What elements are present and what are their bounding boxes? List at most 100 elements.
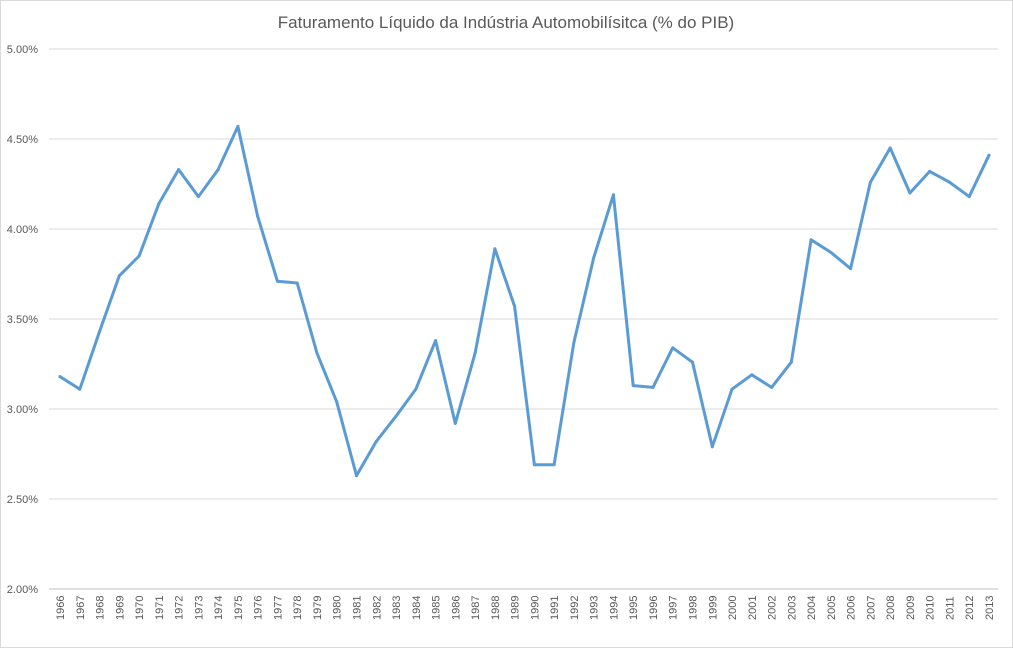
data-point bbox=[770, 385, 774, 389]
y-tick-label: 3.50% bbox=[7, 314, 38, 326]
x-tick-label: 1969 bbox=[114, 596, 126, 620]
gridlines bbox=[49, 48, 998, 500]
x-tick-label: 1995 bbox=[628, 596, 640, 620]
data-point bbox=[137, 254, 141, 258]
x-tick-label: 1989 bbox=[510, 596, 522, 620]
data-point bbox=[552, 463, 556, 467]
x-tick-label: 2003 bbox=[786, 596, 798, 620]
data-point bbox=[117, 274, 121, 278]
x-tick-label: 1991 bbox=[549, 596, 561, 620]
data-point bbox=[829, 250, 833, 254]
x-tick-label: 1976 bbox=[253, 596, 265, 620]
x-tick-label: 2005 bbox=[826, 596, 838, 620]
x-tick-label: 1992 bbox=[569, 596, 581, 620]
data-point bbox=[513, 304, 517, 308]
x-tick-label: 2001 bbox=[747, 596, 759, 620]
data-point bbox=[473, 351, 477, 355]
data-point bbox=[374, 439, 378, 443]
x-tick-label: 1984 bbox=[411, 596, 423, 620]
x-tick-label: 2004 bbox=[806, 596, 818, 620]
data-point bbox=[868, 180, 872, 184]
x-tick-label: 2010 bbox=[925, 596, 937, 620]
y-tick-label: 2.00% bbox=[7, 584, 38, 596]
x-tick-label: 1985 bbox=[431, 596, 443, 620]
x-tick-label: 1980 bbox=[332, 596, 344, 620]
data-point bbox=[58, 375, 62, 379]
data-point bbox=[651, 385, 655, 389]
data-point bbox=[888, 146, 892, 150]
x-tick-label: 1978 bbox=[292, 596, 304, 620]
data-point bbox=[414, 387, 418, 391]
data-point bbox=[354, 474, 358, 478]
data-point bbox=[315, 351, 319, 355]
y-axis-ticks: 2.00% 2.50% 3.00% 3.50% 4.00% 4.50% 5.00% bbox=[7, 44, 38, 596]
x-tick-label: 1970 bbox=[134, 596, 146, 620]
x-tick-label: 1974 bbox=[213, 596, 225, 620]
data-point bbox=[987, 153, 991, 157]
x-tick-label: 2002 bbox=[767, 596, 779, 620]
x-tick-label: 1973 bbox=[193, 596, 205, 620]
y-tick-label: 4.00% bbox=[7, 224, 38, 236]
data-point bbox=[394, 414, 398, 418]
x-tick-label: 2006 bbox=[846, 596, 858, 620]
y-tick-label: 3.00% bbox=[7, 404, 38, 416]
data-point bbox=[216, 168, 220, 172]
data-point bbox=[928, 169, 932, 173]
data-point bbox=[98, 330, 102, 334]
data-point bbox=[256, 214, 260, 218]
data-point bbox=[750, 373, 754, 377]
data-point bbox=[335, 400, 339, 404]
x-tick-label: 2007 bbox=[865, 596, 877, 620]
data-point bbox=[947, 180, 951, 184]
x-tick-label: 1977 bbox=[272, 596, 284, 620]
x-tick-label: 2012 bbox=[964, 596, 976, 620]
x-tick-label: 1967 bbox=[75, 596, 87, 620]
data-point bbox=[493, 247, 497, 251]
x-tick-label: 2009 bbox=[905, 596, 917, 620]
x-tick-label: 1982 bbox=[371, 596, 383, 620]
x-tick-label: 1971 bbox=[154, 596, 166, 620]
y-tick-label: 4.50% bbox=[7, 134, 38, 146]
x-tick-label: 2000 bbox=[727, 596, 739, 620]
x-tick-label: 1994 bbox=[608, 596, 620, 620]
data-point bbox=[809, 238, 813, 242]
x-tick-label: 1968 bbox=[95, 596, 107, 620]
x-tick-label: 1987 bbox=[470, 596, 482, 620]
x-tick-label: 1997 bbox=[668, 596, 680, 620]
data-point bbox=[849, 267, 853, 271]
data-point bbox=[730, 387, 734, 391]
x-tick-label: 1966 bbox=[55, 596, 67, 620]
x-tick-label: 1988 bbox=[490, 596, 502, 620]
data-point bbox=[710, 445, 714, 449]
x-tick-label: 1979 bbox=[312, 596, 324, 620]
data-point bbox=[592, 256, 596, 260]
x-tick-label: 1975 bbox=[233, 596, 245, 620]
chart-title: Faturamento Líquido da Indústria Automob… bbox=[278, 13, 734, 32]
data-point bbox=[196, 195, 200, 199]
data-point bbox=[434, 339, 438, 343]
data-point bbox=[295, 281, 299, 285]
x-tick-label: 1981 bbox=[351, 596, 363, 620]
x-tick-label: 2011 bbox=[944, 596, 956, 620]
x-tick-label: 1996 bbox=[648, 596, 660, 620]
data-point bbox=[572, 340, 576, 344]
data-point bbox=[275, 279, 279, 283]
data-point bbox=[908, 191, 912, 195]
x-tick-label: 1999 bbox=[707, 596, 719, 620]
x-tick-label: 1990 bbox=[529, 596, 541, 620]
data-point bbox=[453, 421, 457, 425]
y-tick-label: 5.00% bbox=[7, 44, 38, 56]
series-layer bbox=[58, 124, 991, 478]
data-point bbox=[671, 346, 675, 350]
series-line bbox=[58, 124, 991, 478]
x-tick-label: 1998 bbox=[688, 596, 700, 620]
data-point bbox=[157, 202, 161, 206]
x-tick-label: 2013 bbox=[984, 596, 996, 620]
x-tick-label: 1986 bbox=[450, 596, 462, 620]
data-point bbox=[177, 168, 181, 172]
data-point bbox=[631, 384, 635, 388]
x-tick-label: 1993 bbox=[589, 596, 601, 620]
x-tick-label: 2008 bbox=[885, 596, 897, 620]
